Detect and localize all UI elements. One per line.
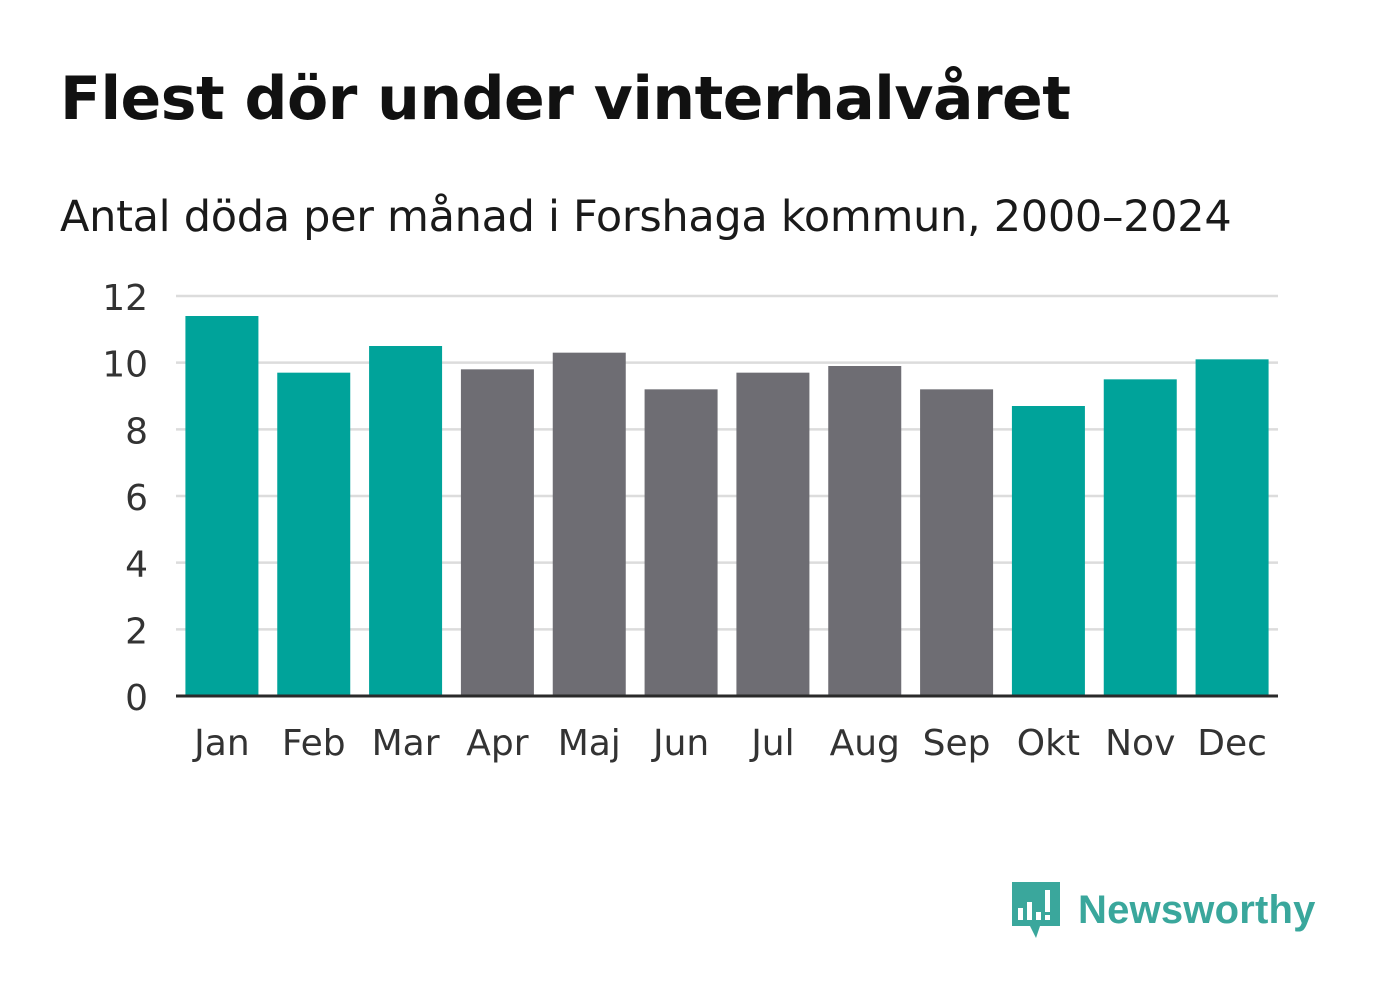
bar-nov bbox=[1103, 379, 1177, 696]
x-tick-label: Jun bbox=[651, 723, 709, 764]
bar-feb bbox=[277, 372, 351, 696]
bars bbox=[185, 316, 1269, 696]
bar-okt bbox=[1011, 406, 1085, 696]
y-tick-label: 0 bbox=[125, 678, 148, 719]
x-tick-label: Jul bbox=[749, 723, 794, 764]
bar-mar bbox=[369, 346, 443, 696]
x-tick-label: Dec bbox=[1197, 723, 1267, 764]
bar-apr bbox=[460, 369, 534, 696]
y-tick-label: 8 bbox=[125, 411, 148, 452]
newsworthy-logo-icon bbox=[1012, 882, 1060, 938]
gridlines bbox=[176, 294, 1278, 631]
bar-jul bbox=[736, 372, 810, 696]
x-tick-label: Feb bbox=[282, 723, 346, 764]
chart-title: Flest dör under vinterhalvåret bbox=[60, 64, 1071, 134]
y-tick-label: 4 bbox=[125, 545, 148, 586]
y-tick-label: 12 bbox=[102, 278, 148, 319]
x-tick-label: Okt bbox=[1017, 723, 1080, 764]
bar-maj bbox=[552, 352, 626, 696]
brand-name: Newsworthy bbox=[1078, 887, 1316, 932]
x-tick-label: Apr bbox=[466, 723, 528, 764]
chart-subtitle: Antal döda per månad i Forshaga kommun, … bbox=[60, 192, 1232, 242]
bar-dec bbox=[1195, 359, 1269, 696]
x-tick-label: Jan bbox=[192, 723, 250, 764]
x-tick-label: Nov bbox=[1105, 723, 1175, 764]
x-tick-label: Sep bbox=[923, 723, 991, 764]
bar-aug bbox=[828, 366, 902, 696]
bar-jan bbox=[185, 316, 259, 696]
bar-sep bbox=[920, 389, 994, 696]
y-tick-label: 6 bbox=[125, 478, 148, 519]
newsworthy-logo: Newsworthy bbox=[1010, 880, 1316, 940]
bar-jun bbox=[644, 389, 718, 696]
x-tick-label: Maj bbox=[558, 723, 621, 764]
y-tick-label: 2 bbox=[125, 611, 148, 652]
axes: 0 2 4 6 8 10 12 Jan Feb Mar Apr Maj Jun Jul Aug Sep Okt N… bbox=[102, 278, 1278, 764]
x-tick-label: Mar bbox=[372, 723, 440, 764]
y-tick-label: 10 bbox=[102, 345, 148, 386]
x-tick-label: Aug bbox=[830, 723, 900, 764]
